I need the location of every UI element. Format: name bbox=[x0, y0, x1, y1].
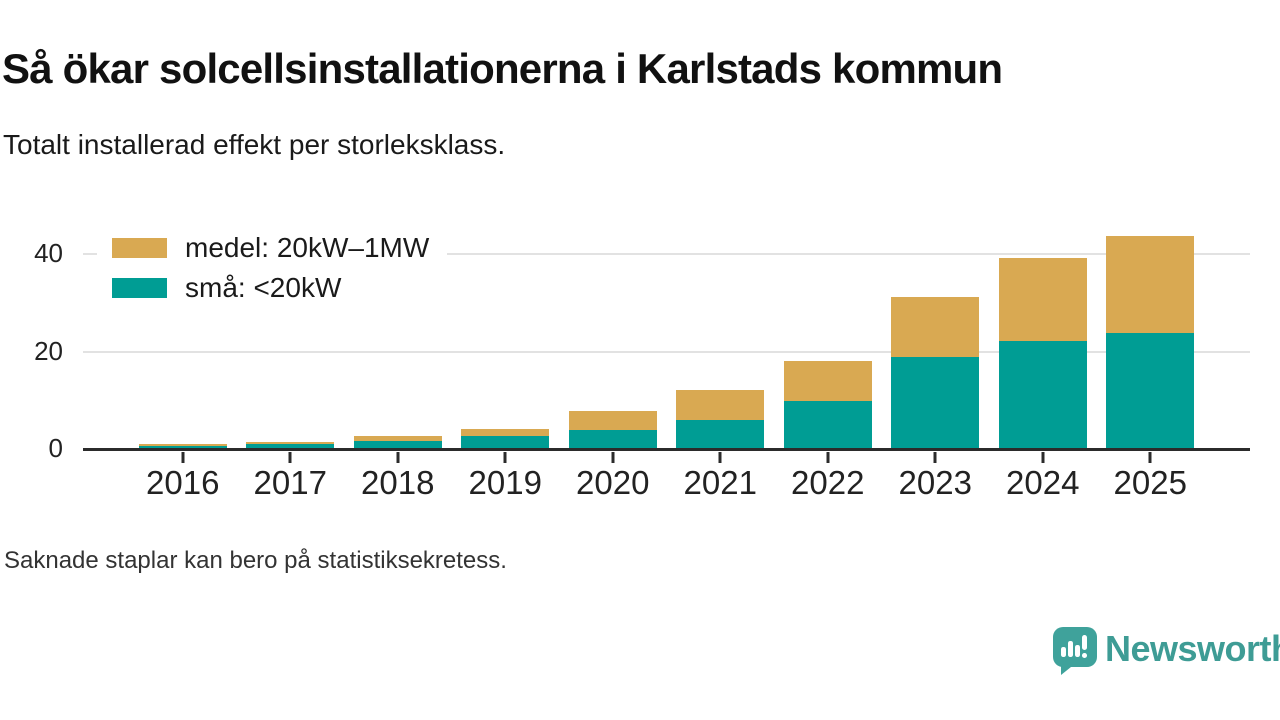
bars-area bbox=[129, 229, 1204, 448]
gridline-40 bbox=[83, 253, 1250, 255]
legend-label-medel: medel: 20kW–1MW bbox=[185, 232, 430, 263]
legend-label-sma: små: <20kW bbox=[185, 272, 342, 303]
bar-segment-medel-2019 bbox=[461, 428, 550, 436]
x-tick-2022 bbox=[826, 452, 830, 463]
x-tick-cell-2023 bbox=[882, 452, 990, 464]
bar-segment-sma-2021 bbox=[676, 419, 765, 448]
bar-segment-sma-2025 bbox=[1106, 333, 1195, 448]
x-tick-2018 bbox=[396, 452, 400, 463]
x-axis-line bbox=[83, 448, 1250, 451]
chart-title: Så ökar solcellsinstallationerna i Karls… bbox=[2, 45, 1003, 92]
chart-subtitle: Totalt installerad effekt per storlekskl… bbox=[3, 129, 506, 160]
x-axis-label-2025: 2025 bbox=[1113, 464, 1187, 501]
x-axis-label-2022: 2022 bbox=[791, 464, 865, 501]
bar-segment-sma-2022 bbox=[783, 400, 872, 448]
y-axis-label-20: 20 bbox=[34, 335, 63, 366]
bar-segment-medel-2025 bbox=[1106, 236, 1195, 334]
bar-segment-sma-2018 bbox=[353, 441, 442, 448]
bar-column-2024 bbox=[989, 229, 1097, 448]
x-axis-label-2021: 2021 bbox=[683, 464, 757, 501]
legend-swatch-sma bbox=[112, 278, 167, 298]
y-axis-label-0: 0 bbox=[48, 433, 63, 463]
newsworthy-wordmark: Newsworthy bbox=[1105, 628, 1280, 669]
x-tick-cell-2020 bbox=[559, 452, 667, 464]
bar-segment-sma-2020 bbox=[568, 429, 657, 448]
x-tick-2023 bbox=[933, 452, 937, 463]
bar-segment-sma-2024 bbox=[998, 340, 1087, 448]
legend-swatch-medel bbox=[112, 238, 167, 258]
bar-column-2020 bbox=[559, 229, 667, 448]
bar-segment-medel-2016 bbox=[138, 443, 227, 447]
x-axis-ticks bbox=[129, 452, 1204, 464]
bar-column-2019 bbox=[452, 229, 560, 448]
x-tick-2017 bbox=[288, 452, 292, 463]
x-tick-cell-2017 bbox=[237, 452, 345, 464]
x-axis-label-2016: 2016 bbox=[146, 464, 220, 501]
x-tick-2021 bbox=[718, 452, 722, 463]
x-axis-label-2020: 2020 bbox=[576, 464, 650, 501]
x-axis-labels: 2016 2017 2018 2019 2020 2021 2022 2023 2024 2025 bbox=[129, 464, 1204, 502]
x-axis-label-2017: 2017 bbox=[253, 464, 327, 501]
bar-segment-sma-2019 bbox=[461, 435, 550, 448]
x-axis-label-2024: 2024 bbox=[1006, 464, 1080, 501]
footnote: Saknade staplar kan bero på statistiksek… bbox=[4, 547, 507, 574]
newsworthy-logo: Newsworthy bbox=[1053, 627, 1280, 675]
legend: medel: 20kW–1MW små: <20kW bbox=[97, 228, 448, 308]
x-axis-label-2019: 2019 bbox=[468, 464, 542, 501]
y-axis-label-40: 40 bbox=[34, 238, 63, 268]
x-tick-2024 bbox=[1041, 452, 1045, 463]
x-axis-label-2018: 2018 bbox=[361, 464, 435, 501]
bar-segment-medel-2020 bbox=[568, 411, 657, 430]
x-tick-cell-2018 bbox=[344, 452, 452, 464]
bar-column-2022 bbox=[774, 229, 882, 448]
x-tick-cell-2024 bbox=[989, 452, 1097, 464]
x-tick-cell-2022 bbox=[774, 452, 882, 464]
bar-segment-sma-2017 bbox=[246, 444, 335, 448]
x-tick-2019 bbox=[503, 452, 507, 463]
x-tick-cell-2019 bbox=[452, 452, 560, 464]
x-tick-2016 bbox=[181, 452, 185, 463]
x-axis-label-2023: 2023 bbox=[898, 464, 972, 501]
bar-segment-sma-2016 bbox=[138, 446, 227, 448]
bar-segment-medel-2024 bbox=[998, 257, 1087, 341]
x-tick-cell-2025 bbox=[1097, 452, 1205, 464]
legend-item-sma: små: <20kW bbox=[112, 268, 429, 308]
x-tick-2025 bbox=[1148, 452, 1152, 463]
bar-segment-medel-2023 bbox=[891, 296, 980, 358]
bar-segment-medel-2017 bbox=[246, 441, 335, 445]
x-tick-cell-2021 bbox=[667, 452, 775, 464]
legend-item-medel: medel: 20kW–1MW bbox=[112, 228, 429, 268]
x-tick-cell-2016 bbox=[129, 452, 237, 464]
bar-column-2025 bbox=[1097, 229, 1205, 448]
bar-segment-medel-2021 bbox=[676, 389, 765, 420]
bar-segment-medel-2022 bbox=[783, 361, 872, 401]
bar-segment-medel-2018 bbox=[353, 436, 442, 442]
speech-bubble-bar-chart-icon bbox=[1053, 627, 1097, 675]
bar-column-2023 bbox=[882, 229, 990, 448]
bar-segment-sma-2023 bbox=[891, 357, 980, 448]
bar-column-2016 bbox=[129, 229, 237, 448]
bar-column-2018 bbox=[344, 229, 452, 448]
bar-column-2017 bbox=[237, 229, 345, 448]
gridline-20 bbox=[83, 350, 1250, 353]
x-tick-2020 bbox=[611, 452, 615, 463]
bar-column-2021 bbox=[667, 229, 775, 448]
